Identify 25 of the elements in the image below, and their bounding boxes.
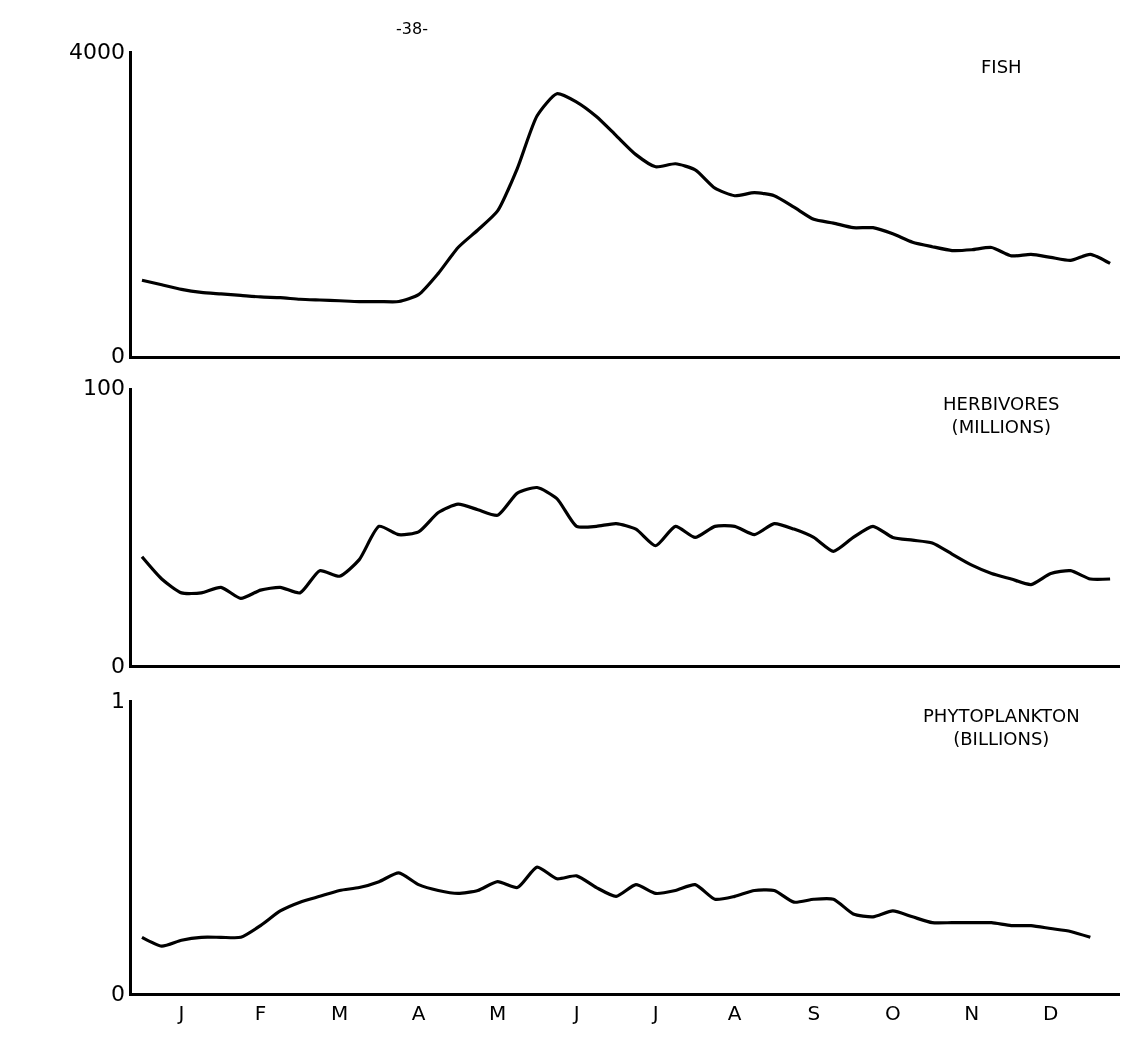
line-series bbox=[140, 865, 1092, 948]
x-tick-label: F bbox=[254, 1000, 267, 1025]
y-tick-label: 0 bbox=[110, 343, 125, 369]
x-tick-label: N bbox=[964, 1000, 980, 1025]
y-tick-label: 4000 bbox=[68, 38, 125, 64]
x-tick-label: D bbox=[1043, 1000, 1059, 1025]
x-tick-label: J bbox=[571, 1000, 580, 1025]
x-tick-label: M bbox=[488, 1000, 507, 1025]
text: HERBIVORES (MILLIONS) bbox=[943, 393, 1060, 438]
x-tick-label: A bbox=[727, 1000, 742, 1025]
x-tick-label: A bbox=[411, 1000, 426, 1025]
x-tick-label: S bbox=[807, 1000, 821, 1025]
x-tick-label: J bbox=[176, 1000, 185, 1025]
y-tick-label: 1 bbox=[110, 687, 125, 713]
text: PHYTOPLANKTON (BILLIONS) bbox=[923, 705, 1080, 750]
x-tick-label: J bbox=[650, 1000, 659, 1025]
line-series bbox=[140, 92, 1112, 304]
text: -38- bbox=[396, 19, 428, 38]
line-series bbox=[140, 485, 1112, 601]
x-tick-label: O bbox=[884, 1000, 901, 1025]
y-tick-label: 0 bbox=[110, 980, 125, 1006]
chart-title: FISH bbox=[981, 56, 1022, 77]
y-tick-label: 100 bbox=[82, 375, 125, 401]
x-tick-label: M bbox=[330, 1000, 349, 1025]
y-tick-label: 0 bbox=[110, 652, 125, 678]
